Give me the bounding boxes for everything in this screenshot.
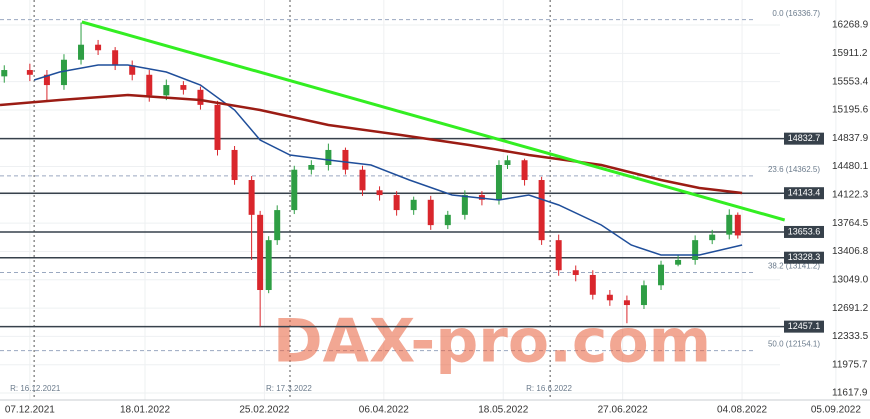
y-tick-label: 13049.0 [832,274,869,285]
y-tick-label: 15911.2 [832,48,868,59]
candle-body [393,195,400,211]
fib-label: 50.0 (12154.1) [768,340,820,349]
x-tick-label: 07.12.2021 [5,405,55,416]
candle-body [692,240,699,260]
y-tick-label: 13764.5 [832,218,869,229]
candle-body [589,274,596,295]
candle-body [78,44,85,60]
labels: 16268.9 15911.2 15553.4 15195.6 14837.9 14480… [5,9,869,416]
candle-body [43,74,50,86]
candle-body [248,180,255,215]
candle-body [265,240,272,291]
line-series [0,93,743,195]
x-tick-label: 25.02.2022 [239,405,289,416]
candle-body [538,180,545,241]
y-tick-label: 12333.5 [832,331,869,342]
x-tick-label: 27.06.2022 [598,405,648,416]
candle-body [1,70,8,77]
candle-body [606,294,613,301]
candle-body [214,104,221,150]
level-box [784,225,824,238]
watermark-group: DAX-pro.com [273,307,711,377]
level-box [784,132,824,145]
level-label: 13653.6 [788,226,821,236]
watermark: DAX-pro.com [273,307,711,377]
candle-body [555,240,562,271]
candle-body [572,270,579,275]
candle-body [359,169,366,191]
candle-body [95,44,102,51]
level-box [784,320,824,333]
candle-body [709,234,716,241]
candle-body [495,164,502,200]
marker-label: R: 16.12.2021 [10,384,61,393]
candle-body [623,300,630,306]
x-tick-label: 05.09.2022 [811,405,861,416]
level-box [784,187,824,200]
candle-body [521,160,528,181]
y-tick-label: 13406.8 [832,246,869,257]
candle-body [274,210,281,241]
level-label: 14143.4 [788,188,821,198]
y-tick-label: 15553.4 [832,76,869,87]
marker-label: R: 17.3.2022 [266,384,312,393]
y-tick-label: 11617.9 [832,388,868,399]
y-tick-label: 16268.9 [832,20,869,31]
line-series [81,20,786,222]
candle-body [376,190,383,196]
y-tick-label: 14837.9 [832,133,869,144]
candle-body [26,70,33,75]
candle-body [461,195,468,215]
candle-body [342,149,349,170]
candle-body [308,164,315,170]
x-tick-label: 18.01.2022 [120,405,170,416]
y-tick-label: 15195.6 [832,105,869,116]
x-tick-label: 04.08.2022 [717,405,767,416]
grid [0,0,870,401]
candle-body [163,85,170,96]
candle-body [291,169,298,211]
fib-label: 38.2 (13141.2) [768,262,820,271]
y-tick-label: 11975.7 [832,359,868,370]
level-label: 13328.3 [788,252,821,262]
candle-body [504,160,511,165]
candle-body [180,85,187,90]
candle-body [726,214,733,235]
candle-body [675,259,682,265]
level-label: 14832.7 [788,133,821,143]
candle-body [231,149,238,181]
y-tick-label: 14122.3 [832,190,869,201]
candle-body [427,199,434,226]
candle-body [410,199,417,211]
x-tick-label: 18.05.2022 [478,405,528,416]
fib-label: 23.6 (14362.5) [768,165,820,174]
candle-body [640,285,647,306]
candle-body [444,214,451,226]
candle-body [734,214,741,236]
marker-label: R: 16.6.2022 [526,384,572,393]
y-tick-label: 12691.2 [832,303,869,314]
candle-body [658,264,665,286]
candle-body [112,50,119,66]
x-tick-label: 06.04.2022 [359,405,409,416]
fib-label: 0.0 (16336.7) [772,9,820,18]
level-box [784,251,824,264]
candle-body [129,65,136,75]
y-tick-label: 14480.1 [832,161,869,172]
candle-body [146,74,153,96]
candle-body [257,214,264,291]
candle-body [60,59,67,86]
candle-body [325,149,332,165]
level-label: 12457.1 [788,321,821,331]
candle-body [197,89,204,105]
plot [0,20,786,328]
line-series [33,64,743,256]
